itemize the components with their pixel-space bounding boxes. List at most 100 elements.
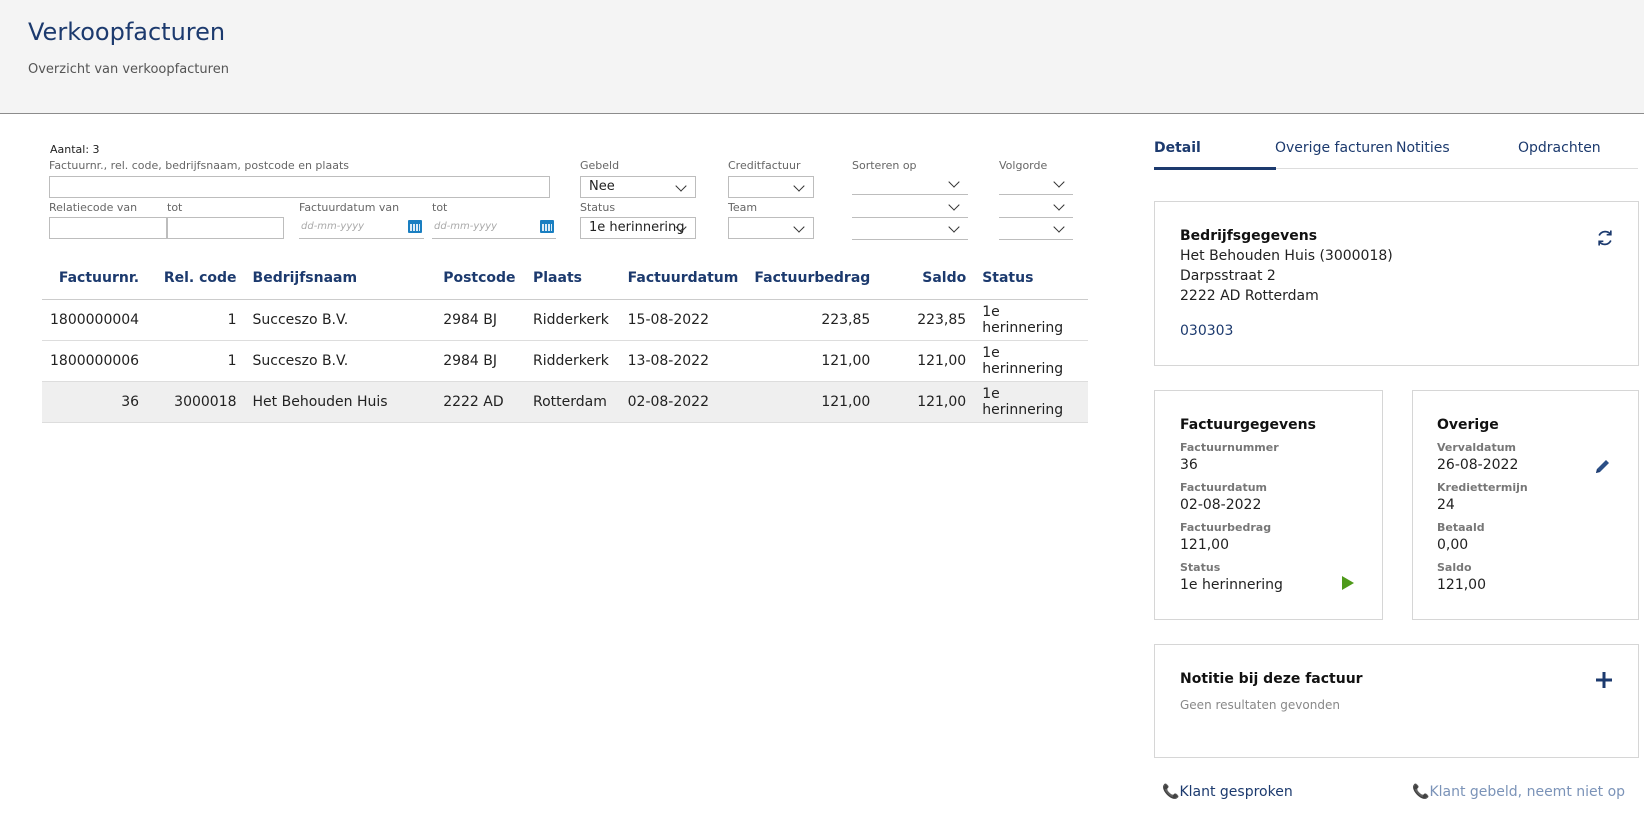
note-title: Notitie bij deze factuur [1180, 671, 1363, 687]
other-title: Overige [1437, 417, 1499, 433]
relcode-tot-label: tot [167, 201, 183, 214]
company-phone-link[interactable]: 030303 [1180, 323, 1234, 339]
cell-factuurdatum: 13-08-2022 [619, 340, 747, 382]
tab-detail[interactable]: Detail [1154, 140, 1201, 156]
betaald-label: Betaald [1437, 521, 1485, 534]
cell-plaats: Rotterdam [525, 381, 620, 423]
company-card: Bedrijfsgegevens Het Behouden Huis (3000… [1154, 201, 1639, 366]
gebeld-value: Nee [589, 179, 615, 194]
cell-factuurnr: 1800000004 [42, 299, 148, 341]
invoice-title: Factuurgegevens [1180, 417, 1316, 433]
invoice-nummer-label: Factuurnummer [1180, 441, 1279, 454]
status-select[interactable]: 1e herinnering [580, 217, 696, 239]
calendar-icon[interactable] [540, 220, 554, 233]
calendar-icon[interactable] [408, 220, 422, 233]
cell-plaats: Ridderkerk [525, 299, 620, 341]
cell-saldo: 121,00 [878, 381, 975, 423]
cell-factuurbedrag: 223,85 [746, 299, 879, 341]
klant-niet-op-label: Klant gebeld, neemt niet op [1429, 784, 1626, 800]
column-header[interactable]: Rel. code [147, 258, 245, 300]
chevron-down-icon [1053, 176, 1065, 188]
table-row[interactable]: 1800000004 1 Succeszo B.V. 2984 BJ Ridde… [42, 299, 1088, 341]
saldo-label: Saldo [1437, 561, 1472, 574]
gebeld-select[interactable]: Nee [580, 176, 696, 198]
cell-bedrijfsnaam: Het Behouden Huis [244, 381, 436, 423]
sorteren-select[interactable] [852, 173, 968, 195]
tab-active-indicator [1154, 167, 1276, 170]
search-label: Factuurnr., rel. code, bedrijfsnaam, pos… [49, 159, 349, 172]
cell-relcode: 1 [147, 340, 245, 382]
betaald: 0,00 [1437, 537, 1469, 553]
table-row[interactable]: 1800000006 1 Succeszo B.V. 2984 BJ Ridde… [42, 340, 1088, 382]
datum-van-input[interactable]: dd-mm-yyyy [299, 217, 424, 239]
chevron-down-icon [793, 180, 805, 192]
saldo: 121,00 [1437, 577, 1486, 593]
table-row-selected[interactable]: 36 3000018 Het Behouden Huis 2222 AD Rot… [42, 381, 1088, 423]
sorteren-label: Sorteren op [852, 159, 917, 172]
page-header: Verkoopfacturen Overzicht van verkoopfac… [0, 0, 1644, 114]
creditfactuur-select[interactable] [728, 176, 814, 198]
vervaldatum-label: Vervaldatum [1437, 441, 1517, 454]
tab-notities[interactable]: Notities [1396, 140, 1450, 156]
krediettermijn: 24 [1437, 497, 1455, 513]
tab-opdrachten[interactable]: Opdrachten [1518, 140, 1601, 156]
filter-select-extra-1[interactable] [852, 196, 968, 218]
play-icon[interactable] [1341, 575, 1355, 591]
cell-status: 1e herinnering [974, 340, 1088, 382]
cell-factuurnr: 1800000006 [42, 340, 148, 382]
cell-saldo: 121,00 [878, 340, 975, 382]
cell-relcode: 1 [147, 299, 245, 341]
cell-factuurdatum: 15-08-2022 [619, 299, 747, 341]
refresh-icon[interactable] [1595, 228, 1615, 248]
relcode-tot-input[interactable] [167, 217, 284, 239]
datum-tot-label: tot [432, 201, 448, 214]
chevron-down-icon [793, 221, 805, 233]
note-card: Notitie bij deze factuur Geen resultaten… [1154, 644, 1639, 758]
column-header[interactable]: Plaats [525, 258, 620, 300]
tab-overige-facturen[interactable]: Overige facturen [1275, 140, 1394, 156]
phone-icon: 📞 [1412, 784, 1430, 800]
relcode-van-input[interactable] [49, 217, 167, 239]
invoice-datum-label: Factuurdatum [1180, 481, 1268, 494]
phone-icon: 📞 [1162, 784, 1180, 800]
search-input[interactable] [49, 176, 550, 198]
other-card: Overige Vervaldatum 26-08-2022 Krediette… [1412, 390, 1639, 620]
creditfactuur-label: Creditfactuur [728, 159, 801, 172]
status-value: 1e herinnering [589, 220, 685, 235]
filter-select-extra-3[interactable] [852, 218, 968, 240]
cell-plaats: Ridderkerk [525, 340, 620, 382]
chevron-down-icon [948, 199, 960, 211]
cell-bedrijfsnaam: Succeszo B.V. [244, 299, 436, 341]
edit-pencil-icon[interactable] [1594, 457, 1612, 475]
column-header[interactable]: Factuurdatum [619, 258, 747, 300]
company-city: 2222 AD Rotterdam [1180, 288, 1319, 304]
invoice-status: 1e herinnering [1180, 577, 1283, 593]
team-select[interactable] [728, 217, 814, 239]
cell-postcode: 2984 BJ [435, 299, 525, 341]
cell-factuurbedrag: 121,00 [746, 381, 879, 423]
cell-relcode: 3000018 [147, 381, 245, 423]
column-header[interactable]: Saldo [878, 258, 975, 300]
add-note-icon[interactable] [1596, 672, 1612, 688]
chevron-down-icon [948, 176, 960, 188]
filter-select-extra-2[interactable] [999, 196, 1073, 218]
column-header[interactable]: Status [974, 258, 1088, 300]
invoice-status-label: Status [1180, 561, 1221, 574]
cell-status: 1e herinnering [974, 381, 1088, 423]
datum-tot-input[interactable]: dd-mm-yyyy [432, 217, 556, 239]
column-header[interactable]: Postcode [435, 258, 525, 300]
invoice-bedrag: 121,00 [1180, 537, 1229, 553]
volgorde-select[interactable] [999, 173, 1073, 195]
invoice-table: Factuurnr. Rel. code Bedrijfsnaam Postco… [42, 258, 1088, 423]
klant-niet-op-button[interactable]: 📞Klant gebeld, neemt niet op [1412, 784, 1625, 800]
cell-postcode: 2984 BJ [435, 340, 525, 382]
column-header[interactable]: Factuurbedrag [746, 258, 879, 300]
cell-factuurnr: 36 [42, 381, 148, 423]
filter-select-extra-4[interactable] [999, 218, 1073, 240]
column-header[interactable]: Bedrijfsnaam [244, 258, 436, 300]
cell-postcode: 2222 AD [435, 381, 525, 423]
column-header[interactable]: Factuurnr. [42, 258, 148, 300]
klant-gesproken-button[interactable]: 📞Klant gesproken [1162, 784, 1293, 800]
vervaldatum: 26-08-2022 [1437, 457, 1519, 473]
tab-divider [1154, 168, 1638, 169]
